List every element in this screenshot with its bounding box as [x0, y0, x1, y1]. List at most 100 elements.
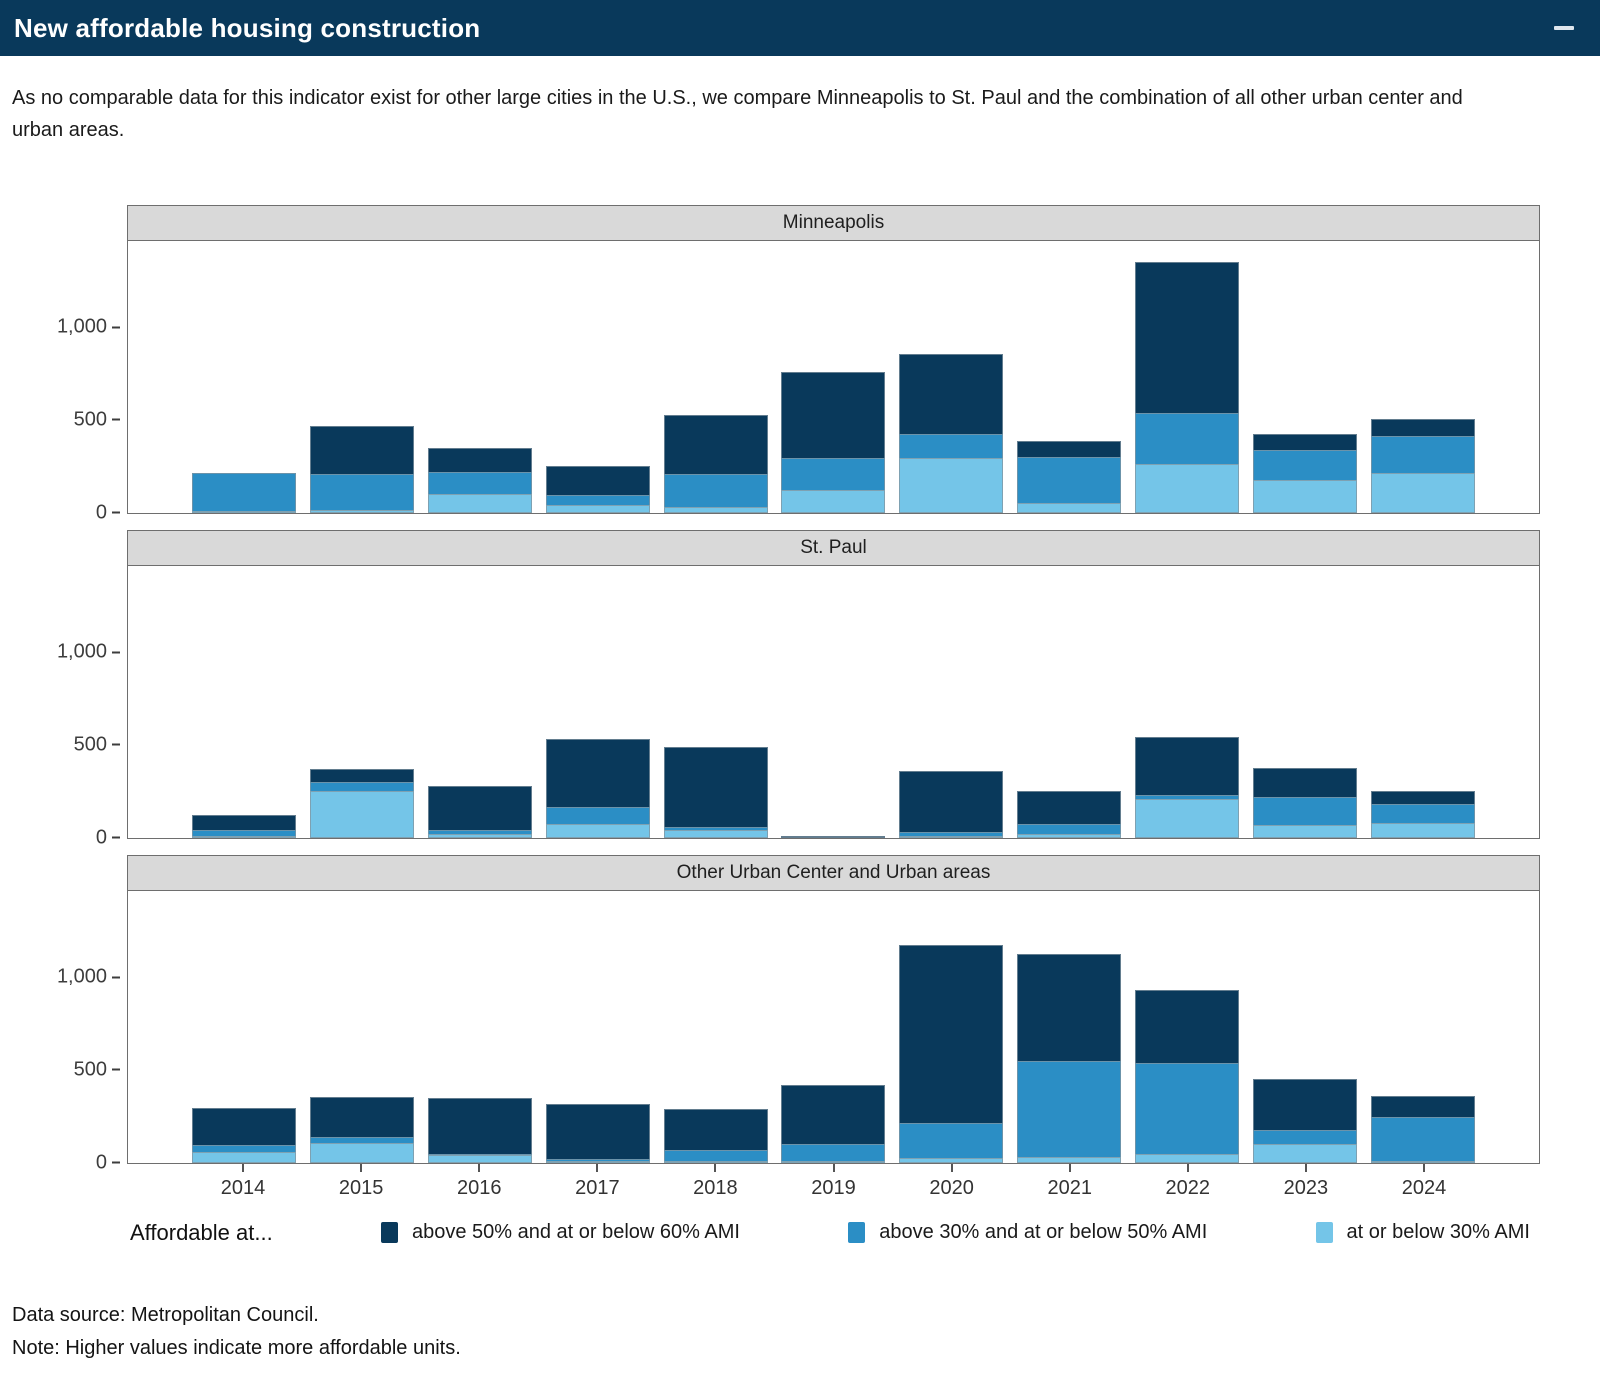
bar-slot: [303, 891, 421, 1163]
bar-slot: [657, 891, 775, 1163]
stacked-bar-2016: [427, 447, 532, 513]
x-label-slot: 2022: [1129, 1177, 1247, 1200]
stacked-bar-2022: [1135, 736, 1240, 838]
bar-segment-medium: [1371, 1117, 1476, 1161]
bars-row: [128, 241, 1539, 513]
bar-segment-light: [781, 489, 886, 513]
bar-segment-light: [663, 1160, 768, 1163]
x-label-slot: 2019: [774, 1177, 892, 1200]
bar-segment-medium: [1017, 1060, 1122, 1158]
y-tick-label: 0: [95, 826, 107, 849]
stacked-bar-2016: [427, 1097, 532, 1163]
bar-segment-medium: [781, 1144, 886, 1161]
bar-segment-dark: [1371, 419, 1476, 436]
data-source-note: Data source: Metropolitan Council.: [12, 1304, 319, 1326]
x-tick-slot: [656, 1163, 774, 1172]
bar-segment-medium: [1135, 413, 1240, 464]
bar-segment-dark: [1017, 791, 1122, 824]
bar-segment-medium: [427, 830, 532, 835]
stacked-bar-2018: [663, 415, 768, 513]
bar-segment-light: [545, 505, 650, 513]
bar-segment-light: [1135, 463, 1240, 513]
x-label-slot: 2023: [1247, 1177, 1365, 1200]
bar-segment-dark: [1135, 262, 1240, 414]
bar-segment-dark: [899, 944, 1004, 1123]
bar-segment-medium: [663, 473, 768, 508]
y-tick: 500: [1, 1058, 120, 1081]
x-label-slot: 2020: [893, 1177, 1011, 1200]
stacked-bar-2017: [545, 1103, 650, 1163]
x-label-slot: 2017: [538, 1177, 656, 1200]
bar-segment-light: [1017, 1157, 1122, 1163]
bar-segment-dark: [663, 415, 768, 474]
bar-slot: [185, 566, 303, 838]
stacked-bar-2024: [1371, 791, 1476, 838]
stacked-bar-2019: [781, 371, 886, 513]
y-tick: 1,000: [1, 641, 120, 664]
bar-segment-dark: [1371, 1095, 1476, 1118]
stacked-bar-2019: [781, 835, 886, 838]
bar-segment-light: [899, 835, 1004, 838]
stacked-bar-2016: [427, 785, 532, 838]
x-tick-slot: [1365, 1163, 1483, 1172]
x-tick-mark-icon: [832, 1163, 835, 1172]
x-axis: 2014 2015 2016 2017 2018 2019 2020 2021 2022 2023…: [127, 1163, 1540, 1200]
bar-segment-medium: [1135, 1062, 1240, 1154]
plot-area: 0 500 1,000: [57, 565, 1540, 848]
bar-segment-medium: [309, 782, 414, 792]
x-label-slot: 2015: [302, 1177, 420, 1200]
minimize-icon[interactable]: [1554, 26, 1574, 30]
bar-segment-medium: [1253, 796, 1358, 825]
stacked-bar-2024: [1371, 1095, 1476, 1163]
bar-slot: [892, 566, 1010, 838]
bar-slot: [1246, 891, 1364, 1163]
bar-segment-dark: [545, 739, 650, 808]
bar-segment-light: [1253, 824, 1358, 838]
bar-segment-light: [309, 791, 414, 838]
bar-segment-light: [427, 494, 532, 513]
y-tick-mark-icon: [112, 651, 120, 654]
x-tick-slot: [302, 1163, 420, 1172]
bar-segment-light: [1371, 472, 1476, 513]
footer-notes: Data source: Metropolitan Council. Note:…: [12, 1300, 461, 1366]
chart-description: As no comparable data for this indicator…: [12, 87, 1463, 142]
bar-segment-dark: [1017, 953, 1122, 1061]
stacked-bar-2023: [1253, 433, 1358, 513]
bar-segment-dark: [781, 371, 886, 459]
bar-segment-medium: [1017, 457, 1122, 503]
bar-segment-dark: [1135, 736, 1240, 796]
x-tick-slot: [1011, 1163, 1129, 1172]
legend-item: above 30% and at or below 50% AMI: [848, 1221, 1207, 1244]
stacked-bar-2020: [899, 354, 1004, 513]
bar-segment-medium: [899, 433, 1004, 459]
stacked-bar-2021: [1017, 791, 1122, 838]
bar-segment-medium: [545, 1159, 650, 1161]
bar-slot: [657, 241, 775, 513]
bar-segment-light: [1253, 1144, 1358, 1163]
y-tick-label: 500: [73, 408, 107, 431]
x-label-slot: 2018: [656, 1177, 774, 1200]
bar-segment-medium: [191, 1145, 296, 1152]
bar-slot: [1246, 241, 1364, 513]
bar-slot: [185, 891, 303, 1163]
x-tick-slot: [1247, 1163, 1365, 1172]
bar-segment-dark: [781, 835, 886, 838]
bar-segment-dark: [427, 1097, 532, 1154]
bar-segment-light: [191, 835, 296, 838]
stacked-bar-2020: [899, 770, 1004, 838]
stacked-bar-2022: [1135, 990, 1240, 1163]
bar-segment-medium: [191, 472, 296, 511]
bar-segment-light: [545, 1160, 650, 1163]
bar-segment-medium: [427, 471, 532, 495]
y-tick-label: 0: [95, 1151, 107, 1174]
bar-slot: [775, 566, 893, 838]
bar-segment-dark: [1253, 768, 1358, 797]
bar-slot: [1364, 241, 1482, 513]
bar-segment-dark: [545, 1103, 650, 1160]
x-tick-row: [127, 1163, 1540, 1172]
stacked-bar-2017: [545, 466, 650, 513]
bar-segment-dark: [1371, 791, 1476, 805]
bar-slot: [892, 891, 1010, 1163]
y-tick-label: 500: [73, 733, 107, 756]
facet-panel: Other Urban Center and Urban areas 0 500 1,…: [57, 854, 1540, 1173]
